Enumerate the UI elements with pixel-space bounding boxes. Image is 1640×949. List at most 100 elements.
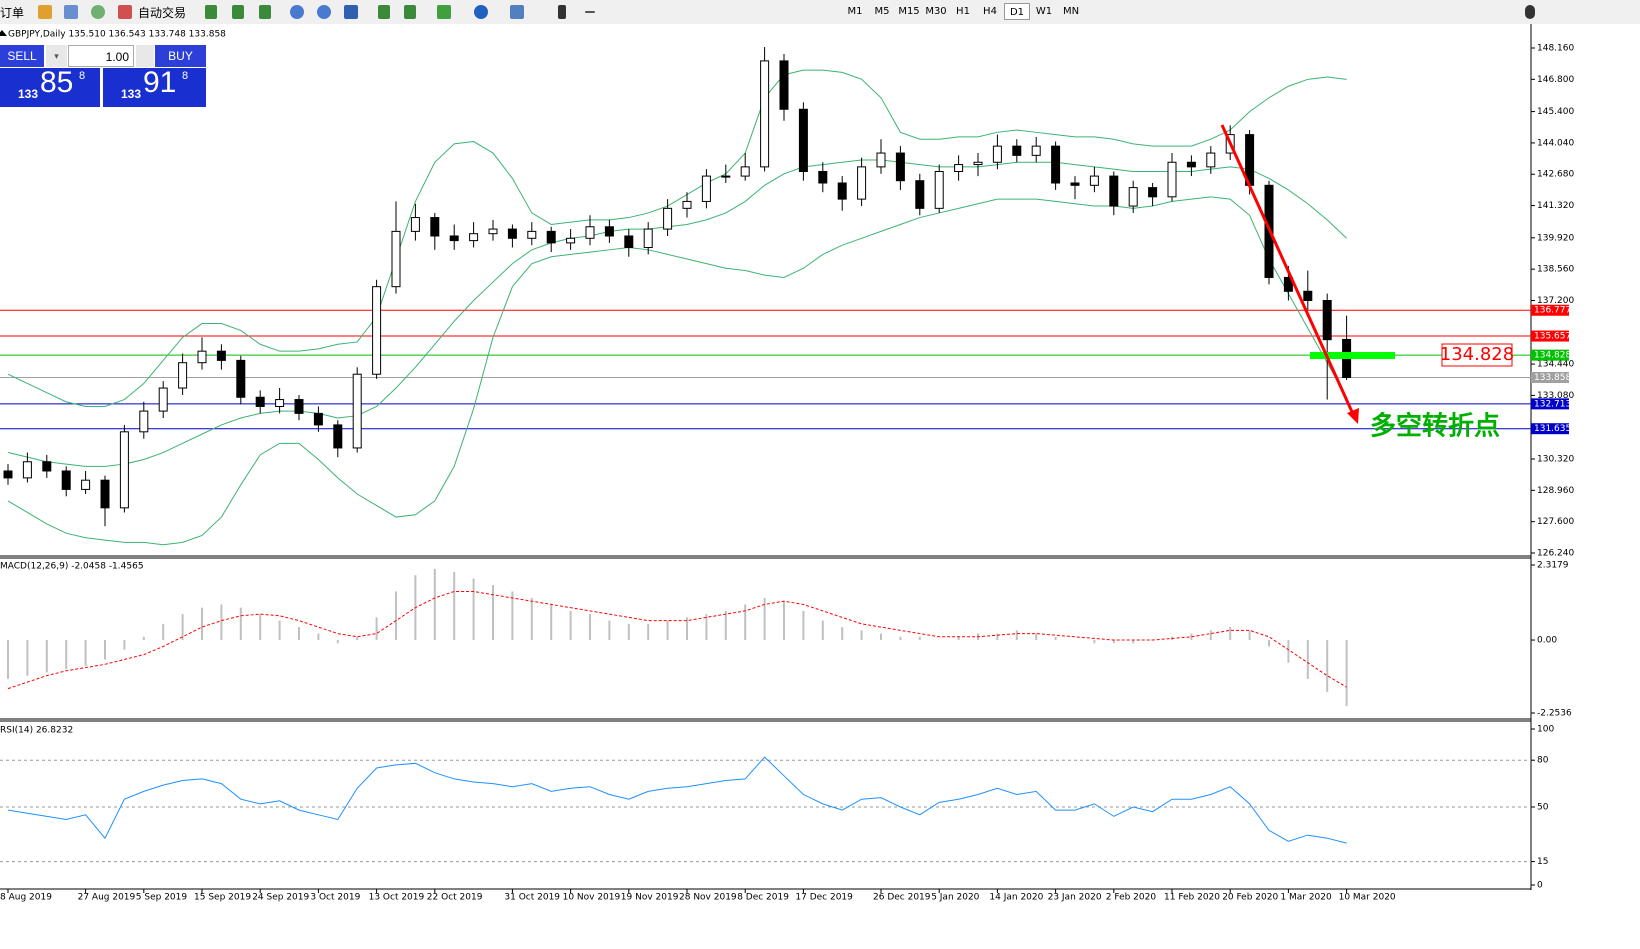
price-prefix: 133: [18, 87, 39, 101]
icon: [205, 5, 217, 19]
price-small: 8: [182, 70, 189, 82]
new-order-button[interactable]: 订单: [0, 6, 25, 20]
candle-body: [1206, 152, 1216, 168]
candle-body: [721, 175, 731, 178]
y-tick-label: 0.00: [1537, 636, 1557, 646]
y-tick-label: 127.600: [1537, 517, 1574, 527]
price-small: 8: [79, 70, 86, 82]
timeframe-button[interactable]: H1: [956, 6, 970, 17]
candle-body: [158, 387, 168, 412]
timeframe-button[interactable]: M5: [874, 6, 890, 17]
lots-input[interactable]: 1.00: [68, 45, 134, 67]
x-tick-label: 5 Jan 2020: [931, 893, 979, 903]
candle-body: [701, 175, 711, 202]
y-tick-label: 126.240: [1537, 548, 1574, 558]
lot-down[interactable]: ▾: [46, 45, 67, 67]
x-tick-label: 10 Nov 2019: [563, 893, 621, 903]
candle-body: [469, 233, 479, 242]
candle-body: [954, 164, 964, 172]
candle-body: [760, 60, 770, 168]
icon: [232, 5, 244, 19]
sell-price[interactable]: 133 85 8: [0, 66, 100, 107]
candle-body: [410, 217, 420, 232]
candle-body: [1322, 299, 1332, 341]
x-tick-label: 3 Oct 2019: [310, 893, 360, 903]
candle-body: [624, 235, 634, 249]
candle-body: [818, 170, 828, 184]
band-line: [7, 159, 1347, 467]
candle-body: [1051, 145, 1061, 184]
buy-button[interactable]: BUY: [155, 45, 206, 67]
candle-body: [313, 412, 323, 426]
buy-price[interactable]: 133 91 8: [103, 66, 206, 107]
chart: 148.160 146.800 145.400 144.040 142.680 141.3…: [0, 24, 1640, 949]
y-tick-label: 128.960: [1537, 486, 1574, 496]
x-tick-label: 15 Sep 2019: [194, 893, 251, 903]
timeframe-button[interactable]: MN: [1062, 6, 1080, 17]
y-tick-label: 100: [1537, 725, 1554, 735]
candle-body: [857, 166, 867, 200]
rsi-title: RSI(14) 26.8232: [0, 726, 73, 736]
x-tick-label: 22 Oct 2019: [427, 893, 483, 903]
y-tick-label: -2.2536: [1537, 709, 1572, 719]
timeframe-button[interactable]: H4: [983, 6, 997, 17]
candle-body: [915, 180, 925, 209]
candle-body: [740, 166, 750, 177]
icon: [378, 5, 390, 19]
candle-body: [352, 373, 362, 449]
level-label-box: [1531, 304, 1569, 316]
lot-up[interactable]: [136, 45, 154, 67]
y-tick-label: 2.3179: [1537, 561, 1569, 571]
candle-body: [1012, 145, 1022, 156]
candle-body: [255, 396, 265, 407]
candle-body: [566, 237, 576, 244]
trade-panel: SELL ▾ 1.00 BUY 133 85 8 133 91 8: [0, 45, 206, 107]
x-tick-label: 2 Feb 2020: [1106, 893, 1157, 903]
y-tick-label: 0: [1537, 881, 1543, 891]
timeframe-button[interactable]: M30: [925, 6, 947, 17]
x-tick-label: 1 Mar 2020: [1280, 893, 1332, 903]
candle-body: [275, 399, 285, 407]
candle-body: [1303, 290, 1313, 301]
x-tick-label: 28 Nov 2019: [679, 893, 737, 903]
x-tick-label: 24 Sep 2019: [252, 893, 309, 903]
candle-body: [430, 217, 440, 237]
candle-body: [973, 161, 983, 166]
candle-body: [449, 235, 459, 242]
x-tick-label: 5 Sep 2019: [136, 893, 188, 903]
annotation: 多空转折点: [1370, 411, 1500, 442]
timeframe-button[interactable]: M1: [847, 6, 863, 17]
timeframe-button[interactable]: W1: [1035, 6, 1053, 17]
candle-body: [663, 207, 673, 230]
x-tick-label: 20 Feb 2020: [1222, 893, 1278, 903]
candle-body: [876, 152, 886, 168]
level-label: 134.828: [1534, 351, 1571, 361]
sell-button[interactable]: SELL: [0, 45, 44, 67]
timeframe-button[interactable]: D1: [1004, 3, 1030, 20]
icon: [290, 5, 304, 19]
icon: [437, 5, 451, 19]
x-tick-label: 31 Oct 2019: [504, 893, 560, 903]
timeframe-button[interactable]: M15: [898, 6, 920, 17]
y-tick-label: 148.160: [1537, 43, 1574, 53]
y-tick-label: 134.440: [1537, 360, 1574, 370]
candle-body: [895, 152, 905, 182]
candle-body: [1148, 187, 1158, 198]
candle-body: [798, 108, 808, 172]
icon: [585, 11, 595, 13]
auto-trading-button[interactable]: 自动交易: [138, 6, 187, 20]
icon: [404, 5, 416, 19]
candle-body: [992, 145, 1002, 163]
y-tick-label: 142.680: [1537, 170, 1574, 180]
candle-body: [3, 470, 13, 479]
y-tick-label: 138.560: [1537, 265, 1574, 275]
candle-body: [643, 228, 653, 249]
level-label: 135.657: [1534, 332, 1571, 342]
level-label: 133.858: [1534, 373, 1571, 383]
y-tick-label: 15: [1537, 857, 1548, 867]
level-label-box: [1531, 398, 1569, 410]
trend-arrow: [1220, 124, 1355, 415]
level-label: 136.777: [1534, 306, 1571, 316]
candle-body: [1167, 161, 1177, 198]
candle-body: [139, 410, 149, 433]
